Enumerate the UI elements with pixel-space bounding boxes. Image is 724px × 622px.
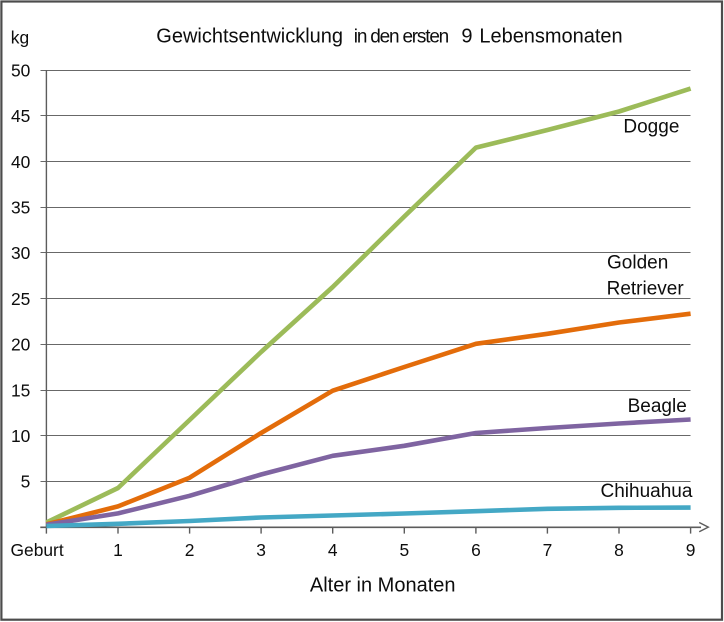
svg-text:20: 20 <box>11 335 30 355</box>
svg-text:Lebensmonaten: Lebensmonaten <box>479 26 622 48</box>
svg-text:8: 8 <box>614 540 624 560</box>
svg-text:25: 25 <box>11 289 30 309</box>
svg-text:1: 1 <box>113 540 123 560</box>
svg-text:35: 35 <box>11 198 30 218</box>
svg-text:9: 9 <box>461 26 472 48</box>
svg-text:Geburt: Geburt <box>11 540 64 560</box>
svg-text:Gewichtsentwicklung: Gewichtsentwicklung <box>156 26 343 48</box>
svg-text:50: 50 <box>11 60 30 80</box>
svg-text:15: 15 <box>11 380 30 400</box>
svg-text:Retriever: Retriever <box>607 278 685 299</box>
svg-text:6: 6 <box>471 540 481 560</box>
svg-text:7: 7 <box>543 540 553 560</box>
svg-text:4: 4 <box>328 540 338 560</box>
svg-text:Beagle: Beagle <box>628 396 687 417</box>
svg-text:Golden: Golden <box>607 252 668 273</box>
svg-text:10: 10 <box>11 426 30 446</box>
svg-text:Dogge: Dogge <box>623 117 679 138</box>
svg-text:2: 2 <box>185 540 195 560</box>
svg-text:Alter in Monaten: Alter in Monaten <box>310 575 456 597</box>
svg-text:30: 30 <box>11 243 30 263</box>
svg-text:in den ersten: in den ersten <box>354 27 449 48</box>
svg-text:40: 40 <box>11 152 30 172</box>
svg-text:Chihuahua: Chihuahua <box>601 481 693 502</box>
svg-text:45: 45 <box>11 106 30 126</box>
svg-text:5: 5 <box>399 540 409 560</box>
svg-text:3: 3 <box>256 540 266 560</box>
svg-text:5: 5 <box>21 472 31 492</box>
svg-text:9: 9 <box>686 540 696 560</box>
svg-text:kg: kg <box>11 27 29 47</box>
